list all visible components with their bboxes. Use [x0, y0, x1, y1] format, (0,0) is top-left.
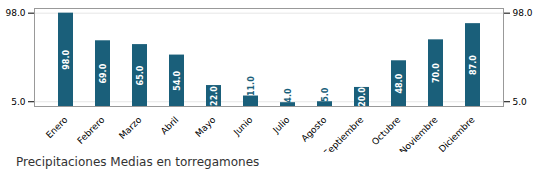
svg-text:22.0: 22.0 [210, 86, 219, 106]
svg-text:5.0: 5.0 [11, 97, 26, 107]
svg-text:Octubre: Octubre [370, 114, 403, 147]
svg-text:98.0: 98.0 [62, 50, 71, 70]
svg-text:5.0: 5.0 [513, 97, 528, 107]
svg-text:87.0: 87.0 [469, 55, 478, 75]
svg-text:Enero: Enero [44, 114, 70, 140]
svg-text:5.0: 5.0 [321, 87, 330, 102]
svg-text:Julio: Julio [270, 114, 291, 135]
svg-text:Abril: Abril [159, 115, 181, 137]
svg-text:Septiembre: Septiembre [322, 114, 366, 152]
svg-text:98.0: 98.0 [5, 8, 25, 18]
svg-text:70.0: 70.0 [432, 63, 441, 83]
html-text:Precipitaciones Medias en torr: Precipitaciones Medias en torregamones [16, 155, 260, 169]
svg-text:69.0: 69.0 [99, 63, 108, 83]
svg-text:Diciembre: Diciembre [437, 114, 477, 152]
svg-text:54.0: 54.0 [173, 70, 182, 90]
svg-text:4.0: 4.0 [284, 88, 293, 103]
svg-text:11.0: 11.0 [247, 76, 256, 96]
svg-text:20.0: 20.0 [358, 87, 367, 107]
svg-text:98.0: 98.0 [513, 8, 533, 18]
svg-text:48.0: 48.0 [395, 73, 404, 93]
svg-text:Febrero: Febrero [75, 114, 106, 145]
svg-text:Junio: Junio [231, 114, 255, 138]
svg-text:Agosto: Agosto [299, 114, 328, 143]
svg-text:Noviembre: Noviembre [398, 114, 440, 152]
svg-text:65.0: 65.0 [136, 65, 145, 85]
svg-text:Mayo: Mayo [193, 114, 217, 138]
svg-text:Marzo: Marzo [117, 114, 144, 141]
